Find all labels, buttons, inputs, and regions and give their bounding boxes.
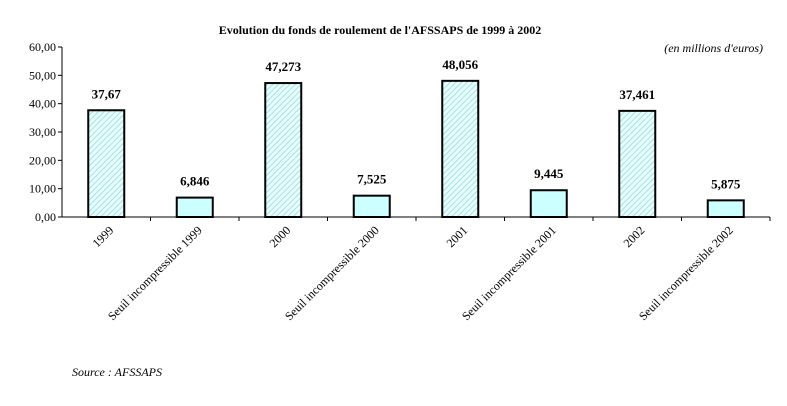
x-tick-label: Seuil incompressible 2001 [459, 223, 559, 323]
data-label: 5,875 [711, 176, 741, 191]
x-tick-label: 1999 [90, 223, 117, 250]
data-label: 47,273 [265, 59, 301, 74]
x-tick-label: 2002 [621, 223, 648, 250]
data-label: 6,846 [180, 174, 210, 189]
data-label: 37,67 [92, 86, 122, 101]
bar [441, 79, 480, 218]
source-note: Source : AFSSAPS [72, 365, 162, 379]
x-tick-label: 2001 [444, 223, 471, 250]
y-tick-label: 60,00 [29, 40, 56, 54]
bar [618, 109, 657, 218]
bar [706, 199, 745, 219]
y-tick-label: 0,00 [35, 210, 56, 224]
data-label: 9,445 [534, 166, 564, 181]
data-label: 7,525 [357, 172, 387, 187]
bar [264, 82, 303, 218]
x-tick-label: Seuil incompressible 2002 [636, 223, 736, 323]
x-tick-label: 2000 [267, 223, 294, 250]
bar [87, 109, 126, 218]
unit-note: (en millions d'euros) [664, 41, 763, 55]
y-tick-label: 10,00 [29, 182, 56, 196]
bar [352, 194, 391, 219]
y-tick-label: 20,00 [29, 153, 56, 167]
y-tick-label: 50,00 [29, 68, 56, 82]
x-tick-label: Seuil incompressible 1999 [105, 223, 205, 323]
data-label: 37,461 [619, 87, 655, 102]
y-tick-label: 30,00 [29, 125, 56, 139]
bar [529, 189, 568, 218]
y-tick-label: 40,00 [29, 97, 56, 111]
chart-title: Evolution du fonds de roulement de l'AFS… [219, 23, 542, 37]
x-tick-label: Seuil incompressible 2000 [282, 223, 382, 323]
bar [175, 196, 214, 218]
data-label: 48,056 [442, 57, 478, 72]
